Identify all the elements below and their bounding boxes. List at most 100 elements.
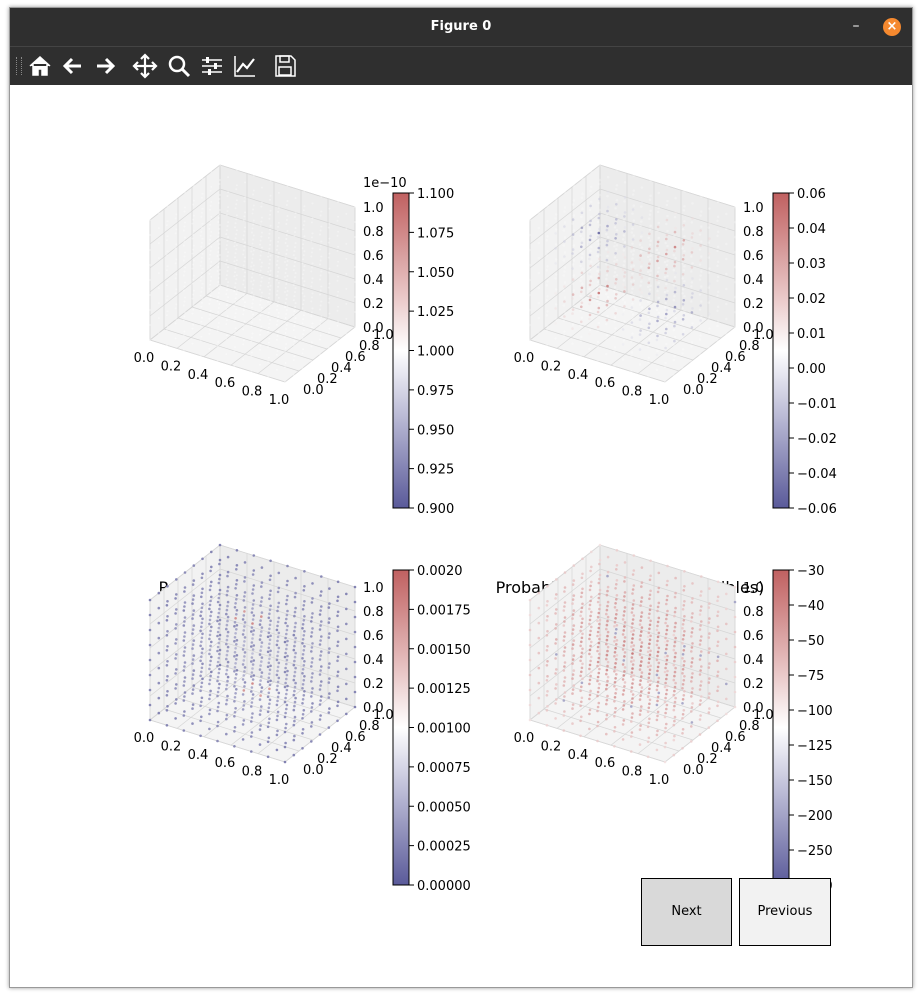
scatter-point: [699, 594, 702, 597]
scatter-point: [648, 657, 651, 661]
scatter-point: [605, 672, 608, 676]
back-icon[interactable]: [59, 52, 87, 80]
home-icon[interactable]: [26, 52, 54, 80]
figure-canvas[interactable]: Potential0.00.20.40.60.81.00.00.20.40.60…: [10, 85, 912, 987]
scatter-point: [226, 615, 230, 619]
scatter-point: [663, 670, 667, 674]
scatter-point: [580, 666, 584, 670]
scatter-point: [301, 657, 304, 660]
scatter-point: [623, 230, 626, 233]
scatter-point: [233, 651, 237, 654]
scatter-point: [614, 662, 617, 665]
scatter-point: [226, 600, 230, 604]
scatter-point: [225, 653, 229, 657]
scatter-point: [631, 667, 634, 670]
scatter-point: [639, 299, 642, 302]
scatter-point: [615, 643, 618, 646]
scatter-point: [209, 294, 212, 297]
scatter-point: [268, 717, 271, 721]
scatter-point: [639, 604, 642, 607]
scatter-point: [218, 682, 221, 686]
save-icon[interactable]: [271, 52, 299, 80]
scatter-point: [303, 675, 306, 678]
configure-subplots-icon[interactable]: [198, 52, 226, 80]
scatter-point: [294, 227, 297, 230]
scatter-point: [157, 227, 160, 230]
scatter-point: [588, 272, 591, 276]
scatter-point: [225, 683, 229, 687]
pan-icon[interactable]: [131, 52, 159, 80]
scatter-point: [683, 675, 686, 678]
scatter-point: [217, 277, 220, 279]
scatter-point: [647, 706, 651, 710]
scatter-point: [546, 600, 549, 603]
scatter-point: [259, 348, 261, 351]
scatter-point: [674, 211, 677, 215]
scatter-point: [596, 664, 599, 668]
scatter-point: [664, 241, 667, 245]
scatter-point: [337, 245, 340, 248]
scatter-point: [209, 569, 212, 573]
edit-axis-icon[interactable]: [231, 52, 259, 80]
panel-3: Probability Distribution0.00.20.40.60.81…: [134, 543, 471, 894]
scatter-point: [664, 681, 667, 685]
scatter-point: [165, 649, 169, 652]
scatter-point: [328, 312, 331, 315]
minimize-icon[interactable]: –: [852, 18, 860, 34]
scatter-point: [327, 666, 331, 669]
scatter-point: [691, 597, 694, 600]
scatter-point: [267, 721, 271, 725]
scatter-point: [681, 288, 685, 291]
scatter-point: [234, 286, 236, 289]
previous-button[interactable]: Previous: [739, 878, 831, 946]
scatter-point: [294, 302, 297, 305]
scatter-point: [199, 734, 202, 738]
title-bar[interactable]: Figure 0 – ×: [10, 8, 912, 46]
scatter-point: [708, 297, 711, 300]
scatter-point: [276, 334, 279, 337]
grid-line: [205, 295, 342, 339]
next-button[interactable]: Next: [641, 878, 732, 946]
scatter-point: [184, 251, 186, 254]
zoom-icon[interactable]: [165, 52, 193, 80]
scatter-point: [554, 702, 557, 705]
scatter-point: [665, 237, 668, 241]
scatter-point: [225, 214, 228, 217]
scatter-point: [242, 644, 246, 647]
scatter-point: [275, 278, 278, 281]
scatter-point: [166, 645, 169, 648]
scatter-point: [284, 287, 287, 289]
forward-icon[interactable]: [91, 52, 119, 80]
scatter-point: [235, 598, 238, 601]
scatter-point: [267, 296, 270, 299]
scatter-point: [638, 683, 642, 686]
scatter-point: [233, 640, 236, 643]
scatter-point: [656, 635, 660, 639]
grid-line: [230, 689, 302, 746]
scatter-point: [649, 194, 652, 198]
scatter-point: [225, 304, 228, 307]
scatter-point: [174, 232, 177, 235]
scatter-point: [673, 629, 676, 633]
scatter-point: [580, 286, 584, 290]
scatter-point: [174, 322, 177, 325]
scatter-point: [588, 697, 591, 701]
toolbar-grip-icon[interactable]: [16, 57, 22, 75]
scatter-point: [336, 644, 339, 648]
scatter-point: [606, 694, 609, 698]
scatter-point: [664, 361, 667, 365]
scatter-point: [572, 184, 576, 187]
scatter-point: [148, 658, 152, 662]
close-icon[interactable]: ×: [883, 18, 901, 36]
scatter-point: [631, 637, 634, 640]
scatter-point: [276, 590, 280, 594]
scatter-point: [328, 617, 331, 620]
scatter-point: [631, 268, 635, 271]
scatter-point: [184, 191, 186, 194]
grid-line: [149, 616, 221, 673]
scatter-point: [571, 293, 575, 296]
scatter-point: [598, 637, 601, 641]
scatter-point: [268, 578, 272, 582]
scatter-point: [646, 725, 650, 729]
scatter-point: [648, 322, 651, 326]
